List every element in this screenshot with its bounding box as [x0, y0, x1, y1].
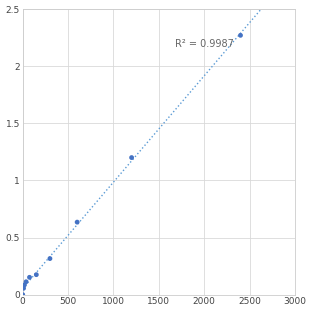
Point: [24, 279, 29, 284]
Point: [129, 155, 134, 160]
Point: [34, 272, 39, 277]
Point: [75, 220, 80, 225]
Point: [22, 282, 27, 287]
Point: [20, 292, 25, 297]
Point: [27, 275, 32, 280]
Point: [47, 256, 52, 261]
Point: [21, 286, 26, 291]
Point: [238, 33, 243, 38]
Text: R² = 0.9987: R² = 0.9987: [175, 39, 234, 49]
